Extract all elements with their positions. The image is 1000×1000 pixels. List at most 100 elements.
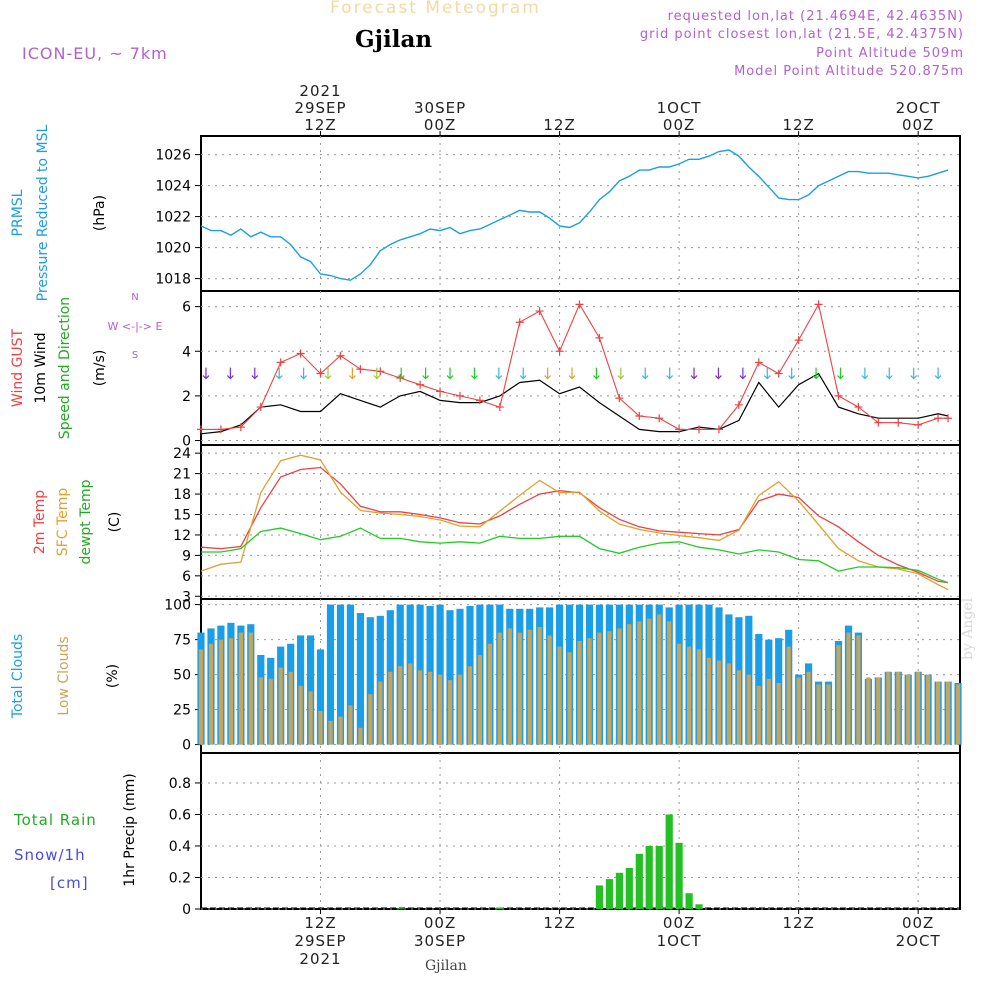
wind-gust-marker bbox=[436, 387, 445, 396]
low-cloud-bar bbox=[687, 646, 692, 745]
low-cloud-bar bbox=[846, 632, 851, 745]
wind-direction-arrow bbox=[666, 367, 674, 380]
low-clouds-label: Low Clouds bbox=[56, 636, 72, 715]
low-cloud-bar bbox=[228, 638, 233, 745]
low-cloud-bar bbox=[916, 671, 921, 745]
wind-direction-arrow bbox=[373, 367, 381, 380]
wind-gust-marker bbox=[256, 403, 265, 412]
precip-unit-label: 1hr Precip (mm) bbox=[122, 773, 138, 886]
wind-direction-arrow bbox=[422, 367, 430, 380]
wind-gust-marker bbox=[296, 349, 305, 358]
low-cloud-bar bbox=[856, 635, 861, 745]
low-cloud-bar bbox=[418, 670, 423, 745]
bottom-time-label: 12Z bbox=[304, 914, 336, 932]
wind-direction-arrow bbox=[617, 367, 625, 380]
wind-gust-marker bbox=[475, 396, 484, 405]
y-tick-label: 6 bbox=[182, 569, 191, 585]
y-tick-label: 21 bbox=[173, 467, 191, 483]
wind-gust-marker bbox=[734, 400, 743, 409]
pressure-unit-label: (hPa) bbox=[92, 195, 108, 231]
temp-sfc-label: SFC Temp bbox=[55, 488, 71, 557]
rain-bar bbox=[396, 908, 404, 910]
low-cloud-bar bbox=[617, 628, 622, 745]
wind-gust-marker bbox=[914, 420, 923, 429]
wind-direction-arrow bbox=[812, 367, 820, 380]
low-cloud-bar bbox=[398, 666, 403, 745]
rain-bar bbox=[685, 893, 693, 909]
wind-direction-arrow bbox=[275, 367, 283, 380]
wind-direction-arrow bbox=[495, 367, 503, 380]
wind-gust-marker bbox=[356, 365, 365, 374]
bottom-time-label: 30SEP bbox=[414, 932, 466, 950]
low-cloud-bar bbox=[577, 641, 582, 745]
low-cloud-bar bbox=[487, 643, 492, 745]
low-cloud-bar bbox=[647, 618, 652, 745]
low-cloud-bar bbox=[836, 645, 841, 745]
rain-bar bbox=[595, 885, 603, 909]
rain-bar bbox=[625, 868, 633, 909]
wind-direction-arrow bbox=[690, 367, 698, 380]
total-cloud-bar bbox=[446, 610, 454, 745]
wind-direction-arrow bbox=[861, 367, 869, 380]
bottom-time-label: 00Z bbox=[663, 914, 695, 932]
top-time-label: 00Z bbox=[424, 116, 456, 134]
wind-gust-marker bbox=[695, 425, 704, 434]
low-cloud-bar bbox=[477, 655, 482, 745]
total-cloud-bar bbox=[376, 615, 384, 745]
y-tick-label: 0 bbox=[182, 902, 191, 918]
low-cloud-bar bbox=[587, 638, 592, 745]
y-tick-label: 1022 bbox=[155, 210, 191, 226]
top-time-label: 2021 bbox=[299, 82, 341, 100]
wind-gust-marker bbox=[336, 351, 345, 360]
wind-direction-arrow bbox=[470, 367, 478, 380]
y-tick-label: 1018 bbox=[155, 272, 191, 288]
y-tick-label: 24 bbox=[173, 446, 191, 462]
low-cloud-bar bbox=[388, 671, 393, 745]
clouds-unit-label: (%) bbox=[105, 664, 121, 688]
top-time-label: 12Z bbox=[782, 116, 814, 134]
total-cloud-bar bbox=[366, 617, 374, 745]
total-cloud-bar bbox=[346, 604, 354, 745]
snow-unit-label: [cm] bbox=[50, 874, 89, 892]
wind-gust-line bbox=[201, 302, 948, 430]
low-cloud-bar bbox=[896, 671, 901, 745]
low-cloud-bar bbox=[876, 677, 881, 745]
total-clouds-label: Total Clouds bbox=[10, 634, 26, 719]
y-tick-label: 1024 bbox=[155, 179, 191, 195]
wind-direction-arrow bbox=[397, 367, 405, 380]
wind-gust-marker bbox=[754, 358, 763, 367]
low-cloud-bar bbox=[866, 677, 871, 745]
low-cloud-bar bbox=[268, 678, 273, 745]
snow-label: Snow/1h bbox=[14, 846, 86, 864]
low-cloud-bar bbox=[816, 684, 821, 745]
wind-direction-arrow bbox=[226, 367, 234, 380]
wind-direction-arrow bbox=[788, 367, 796, 380]
low-cloud-bar bbox=[597, 632, 602, 745]
y-tick-label: 0.4 bbox=[169, 839, 191, 855]
y-tick-label: 0 bbox=[182, 434, 191, 450]
y-tick-label: 25 bbox=[173, 703, 191, 719]
temp-dewpt-label: dewpt Temp bbox=[78, 479, 94, 564]
wind-direction-arrow bbox=[593, 367, 600, 380]
y-tick-label: 4 bbox=[182, 344, 191, 360]
rain-bar bbox=[655, 846, 663, 909]
low-cloud-bar bbox=[906, 674, 911, 745]
wind-direction-arrow bbox=[715, 367, 722, 380]
low-cloud-bar bbox=[218, 639, 223, 745]
low-cloud-bar bbox=[248, 632, 253, 745]
top-time-label: 29SEP bbox=[294, 99, 346, 117]
wind-direction-arrow bbox=[324, 367, 332, 380]
wind-gust-marker bbox=[814, 300, 823, 309]
point-altitude: Point Altitude 509m bbox=[816, 46, 964, 61]
temp-2m-line bbox=[200, 466, 949, 584]
wind-gust-marker bbox=[416, 380, 425, 389]
wind-gust-marker bbox=[834, 391, 843, 400]
wind-gust-marker bbox=[944, 414, 953, 423]
wind-gust-marker bbox=[934, 414, 943, 423]
temp-unit-label: (C) bbox=[107, 512, 123, 533]
wind-gust-marker bbox=[555, 347, 564, 356]
y-tick-label: 50 bbox=[173, 668, 191, 684]
low-cloud-bar bbox=[438, 674, 443, 745]
y-tick-label: 0 bbox=[182, 738, 191, 754]
wind-gust-marker bbox=[376, 367, 385, 376]
